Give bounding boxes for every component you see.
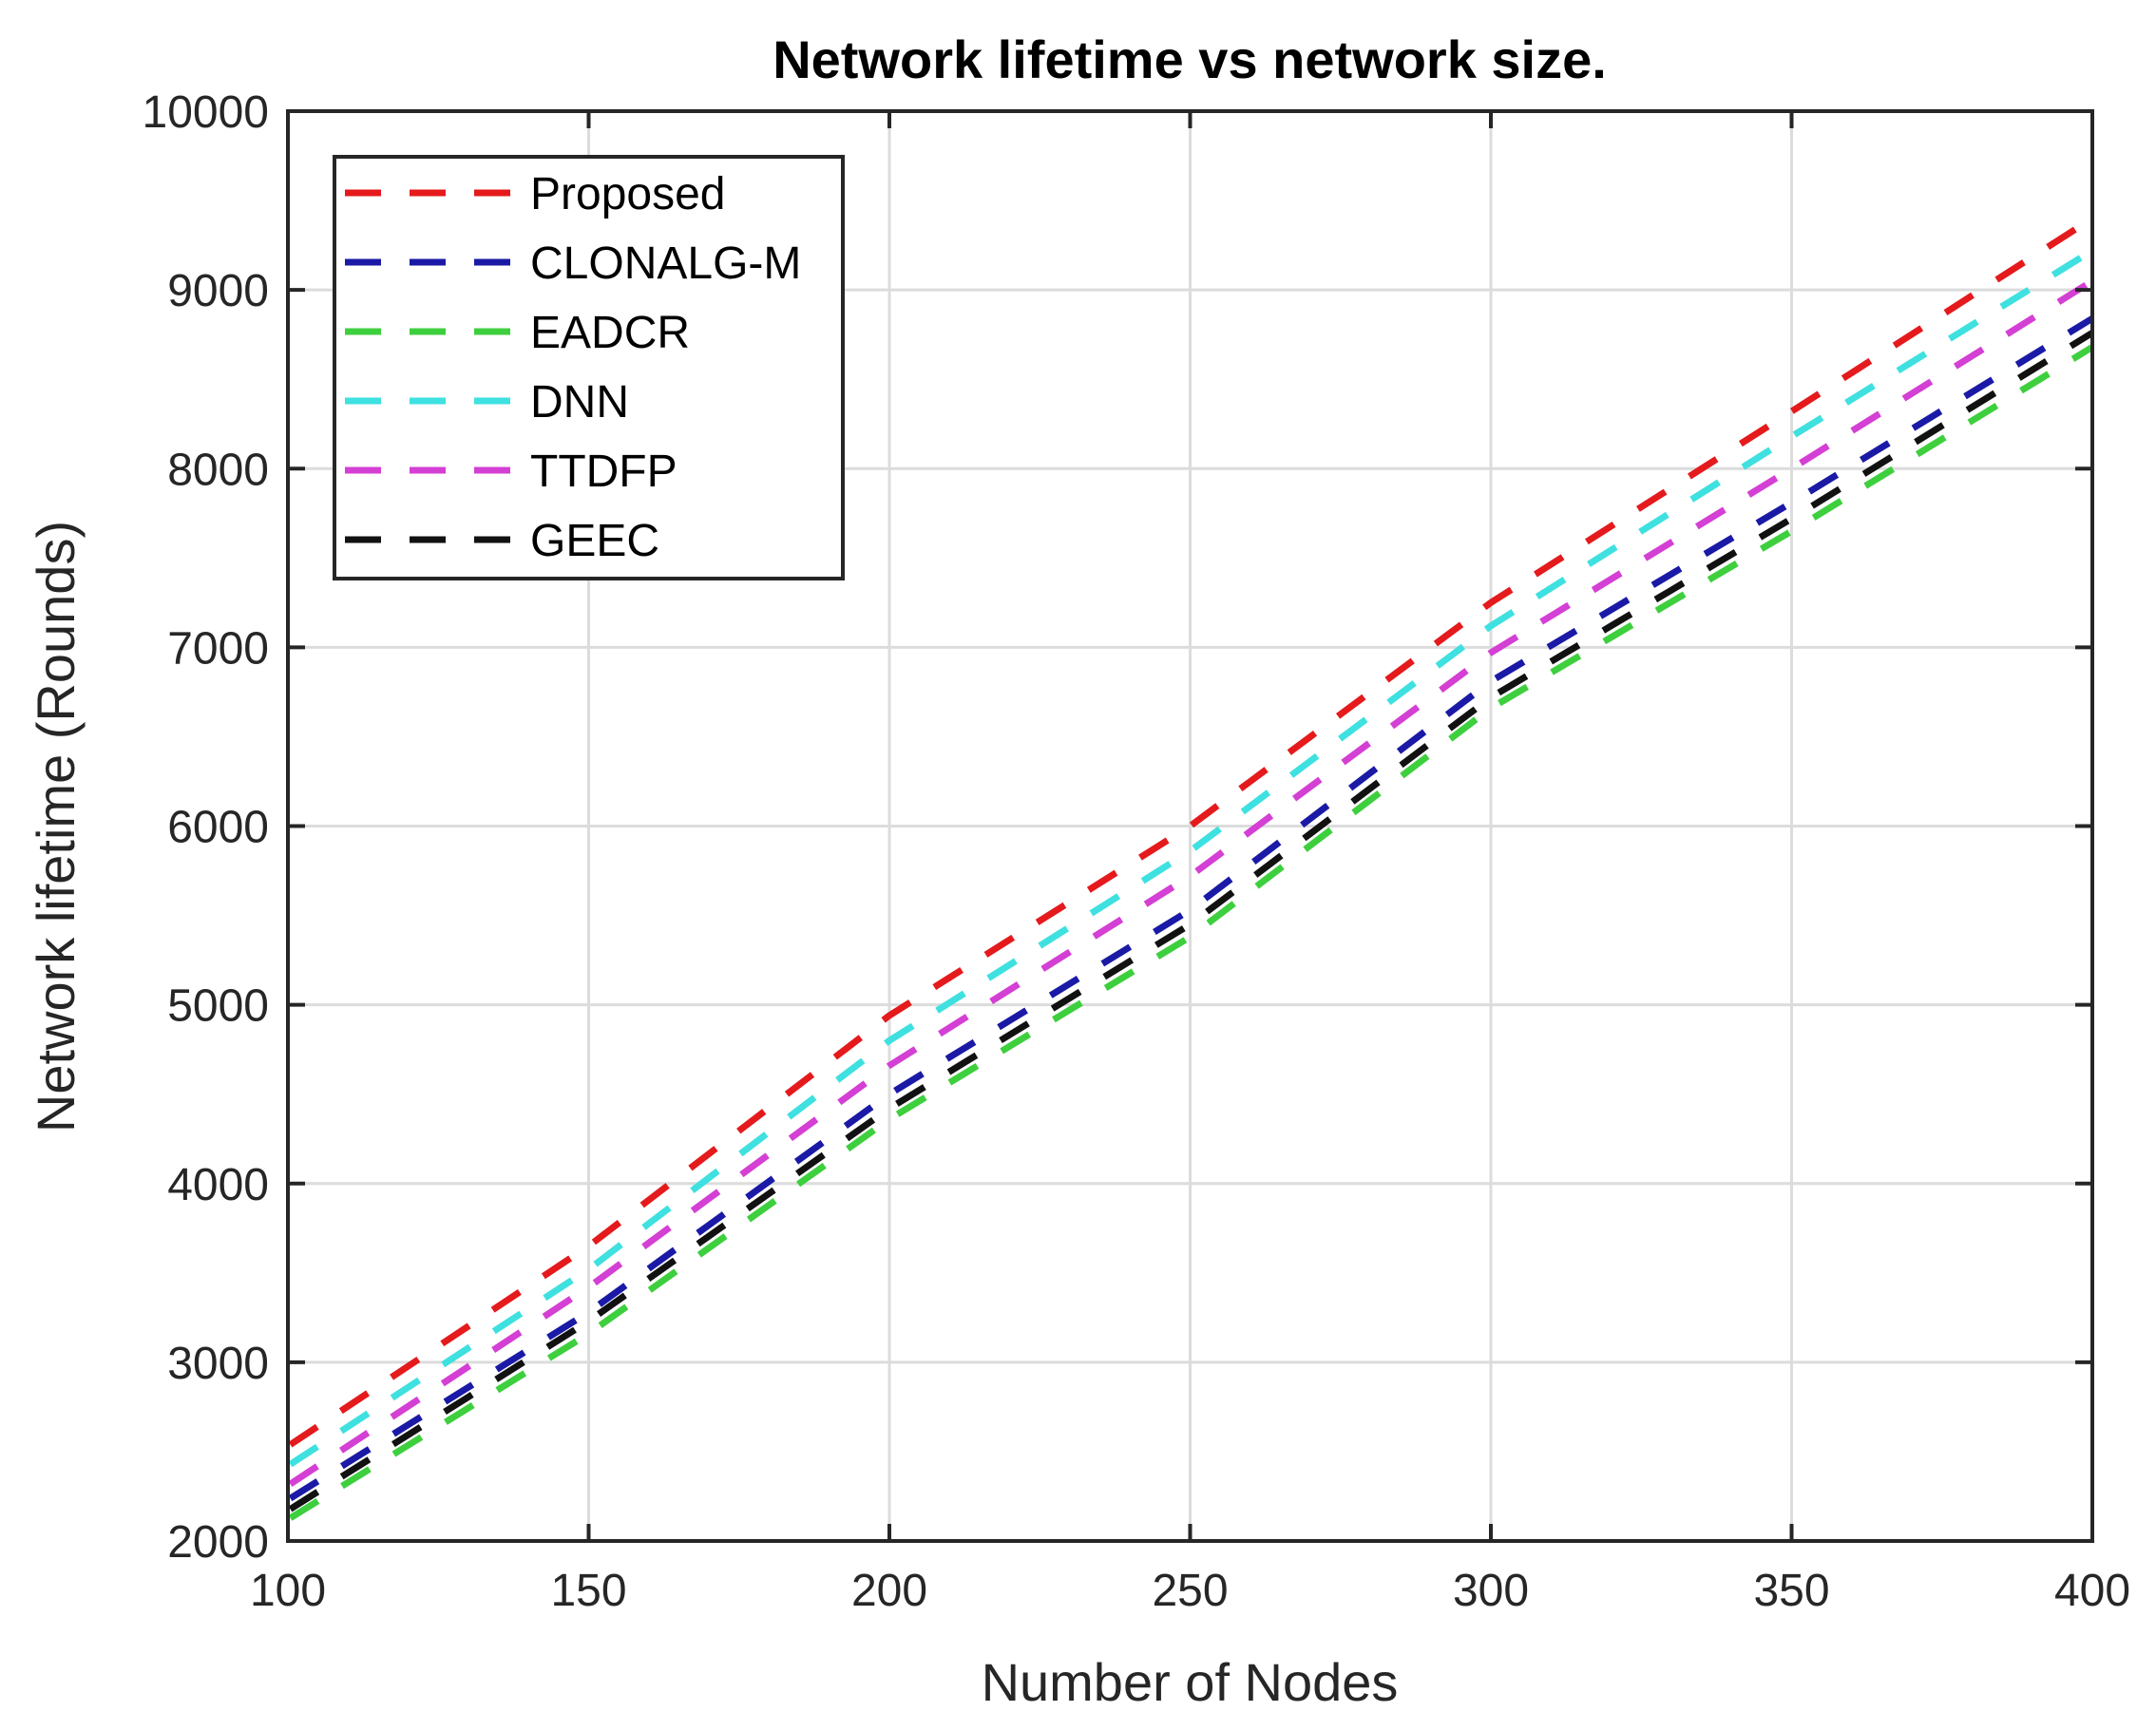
legend-item-dnn: DNN <box>345 377 629 428</box>
x-tick-label: 350 <box>1753 1566 1829 1616</box>
y-tick-label: 10000 <box>143 87 269 138</box>
x-tick-label: 250 <box>1152 1566 1228 1616</box>
y-tick-label: 5000 <box>167 981 269 1032</box>
x-axis-label: Number of Nodes <box>982 1652 1399 1712</box>
legend-item-clonalg-m: CLONALG-M <box>345 238 801 289</box>
legend-item-proposed: Proposed <box>345 169 725 219</box>
legend-label: DNN <box>530 377 629 428</box>
y-tick-label: 2000 <box>167 1517 269 1568</box>
legend-label: GEEC <box>530 516 659 566</box>
legend-item-geec: GEEC <box>345 516 659 566</box>
legend: Proposed CLONALG-M EADCR DNN TTDFP GEEC <box>333 155 845 580</box>
y-tick-label: 6000 <box>167 803 269 853</box>
y-tick-label: 7000 <box>167 623 269 674</box>
y-tick-label: 9000 <box>167 266 269 316</box>
y-tick-label: 8000 <box>167 445 269 495</box>
legend-label: Proposed <box>530 169 725 219</box>
x-tick-label: 100 <box>250 1566 326 1616</box>
legend-item-eadcr: EADCR <box>345 308 690 358</box>
axis-ticks: 100 150 200 250 300 350 400 2000 3000 4000 5000 600… <box>143 87 2131 1616</box>
y-tick-label: 3000 <box>167 1339 269 1389</box>
x-tick-label: 200 <box>851 1566 927 1616</box>
x-tick-label: 150 <box>550 1566 626 1616</box>
legend-item-ttdfp: TTDFP <box>345 447 677 497</box>
x-tick-label: 400 <box>2054 1566 2130 1616</box>
legend-label: EADCR <box>530 308 690 358</box>
chart-title: Network lifetime vs network size. <box>773 29 1607 89</box>
y-axis-label: Network lifetime (Rounds) <box>26 521 86 1132</box>
legend-label: TTDFP <box>530 447 677 497</box>
legend-label: CLONALG-M <box>530 238 801 289</box>
x-tick-label: 300 <box>1453 1566 1529 1616</box>
legend-box <box>333 155 845 580</box>
y-tick-label: 4000 <box>167 1160 269 1210</box>
grid-lines <box>286 109 2094 1543</box>
